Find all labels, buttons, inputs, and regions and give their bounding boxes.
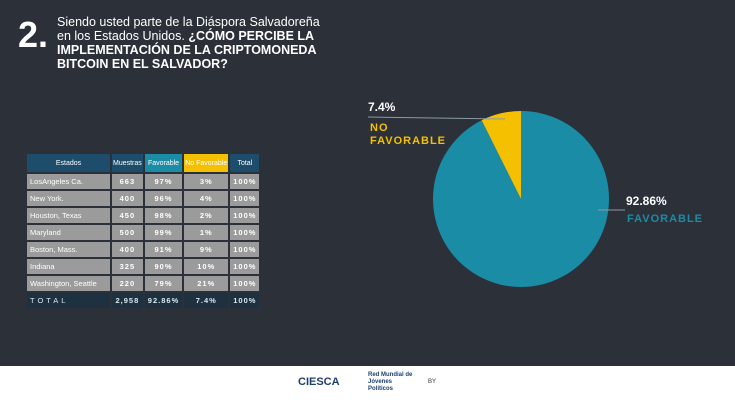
table-cell: 100% — [230, 242, 260, 257]
leader-line — [367, 116, 506, 120]
table-cell: 79% — [144, 276, 183, 291]
table-cell: Indiana — [27, 259, 110, 274]
table-cell: 100% — [230, 174, 260, 189]
table-cell: 100% — [230, 191, 260, 206]
total-cell: 7.4% — [184, 293, 229, 308]
column-header: Muestras — [112, 154, 143, 172]
column-header: Estados — [27, 154, 110, 172]
table-cell: Boston, Mass. — [27, 242, 110, 257]
column-header: Total — [230, 154, 260, 172]
table-cell: 91% — [144, 242, 183, 257]
logo: BY — [428, 379, 437, 385]
question-text: ¿CÓMO PERCIBE LA — [188, 29, 315, 43]
table-cell: 2% — [184, 208, 229, 223]
table-cell: 100% — [230, 276, 260, 291]
table-cell: 500 — [112, 225, 143, 240]
column-header: Favorable — [144, 154, 183, 172]
table-cell: New York. — [27, 191, 110, 206]
question-text: BITCOIN EN EL SALVADOR? — [57, 57, 228, 71]
total-cell: 92.86% — [144, 293, 183, 308]
total-cell: 2,958 — [112, 293, 143, 308]
table-row: Houston, Texas 450 98% 2% 100% — [27, 208, 260, 223]
table-cell: 10% — [184, 259, 229, 274]
table-cell: 100% — [230, 259, 260, 274]
footer: CIESCA Red Mundial de Jóvenes Políticos … — [0, 366, 735, 400]
intro: Siendo usted parte de la Diáspora Salvad… — [57, 15, 320, 29]
data-table: Estados Muestras Favorable No Favorable Tota… — [25, 152, 261, 310]
table-cell: 97% — [144, 174, 183, 189]
table-cell: 400 — [112, 242, 143, 257]
pie-slice — [433, 111, 610, 287]
table-row: New York. 400 96% 4% 100% — [27, 191, 260, 206]
table-cell: 99% — [144, 225, 183, 240]
table-row: Maryland 500 99% 1% 100% — [27, 225, 260, 240]
table-cell: Maryland — [27, 225, 110, 240]
table-cell: 663 — [112, 174, 143, 189]
table-cell: 325 — [112, 259, 143, 274]
logo: CIESCA — [298, 376, 340, 388]
table-cell: 100% — [230, 225, 260, 240]
logo: Red Mundial de Jóvenes Políticos — [368, 372, 413, 392]
table-row: Indiana 325 90% 10% 100% — [27, 259, 260, 274]
table-cell: 98% — [144, 208, 183, 223]
intro-line: en los Estados Unidos. ¿CÓMO PERCIBE LA — [57, 29, 320, 43]
table-row: Washington, Seattle 220 79% 21% 100% — [27, 276, 260, 291]
intro: en los Estados Unidos. — [57, 29, 185, 43]
question-number: 2. — [18, 14, 49, 55]
table-cell: 400 — [112, 191, 143, 206]
table-cell: 4% — [184, 191, 229, 206]
table-cell: 100% — [230, 208, 260, 223]
table-row: Boston, Mass. 400 91% 9% 100% — [27, 242, 260, 257]
category-label: NO FAVORABLE — [370, 122, 447, 147]
table-cell: 220 — [112, 276, 143, 291]
table-cell: 3% — [184, 174, 229, 189]
pie-chart — [367, 111, 625, 287]
table-cell: LosAngeles Ca. — [27, 174, 110, 189]
table-row: LosAngeles Ca. 663 97% 3% 100% — [27, 174, 260, 189]
pie-slice — [481, 111, 521, 199]
table-cell: 21% — [184, 276, 229, 291]
question: Siendo usted parte de la Diáspora Salvad… — [57, 15, 320, 71]
table-cell: 9% — [184, 242, 229, 257]
table-cell: 90% — [144, 259, 183, 274]
table-cell: Houston, Texas — [27, 208, 110, 223]
table-cell: 1% — [184, 225, 229, 240]
category-label: FAVORABLE — [627, 213, 704, 225]
table-cell: 450 — [112, 208, 143, 223]
table-cell: Washington, Seattle — [27, 276, 110, 291]
total-row: TOTAL 2,958 92.86% 7.4% 100% — [27, 293, 260, 308]
total-cell: 100% — [230, 293, 260, 308]
header-row: Estados Muestras Favorable No Favorable Tota… — [27, 154, 260, 172]
table-cell: 96% — [144, 191, 183, 206]
question-text: IMPLEMENTACIÓN DE LA CRIPTOMONEDA — [57, 43, 317, 57]
value-label: 7.4% — [368, 100, 396, 114]
total-cell: TOTAL — [27, 293, 110, 308]
column-header: No Favorable — [184, 154, 229, 172]
value-label: 92.86% — [626, 194, 667, 208]
